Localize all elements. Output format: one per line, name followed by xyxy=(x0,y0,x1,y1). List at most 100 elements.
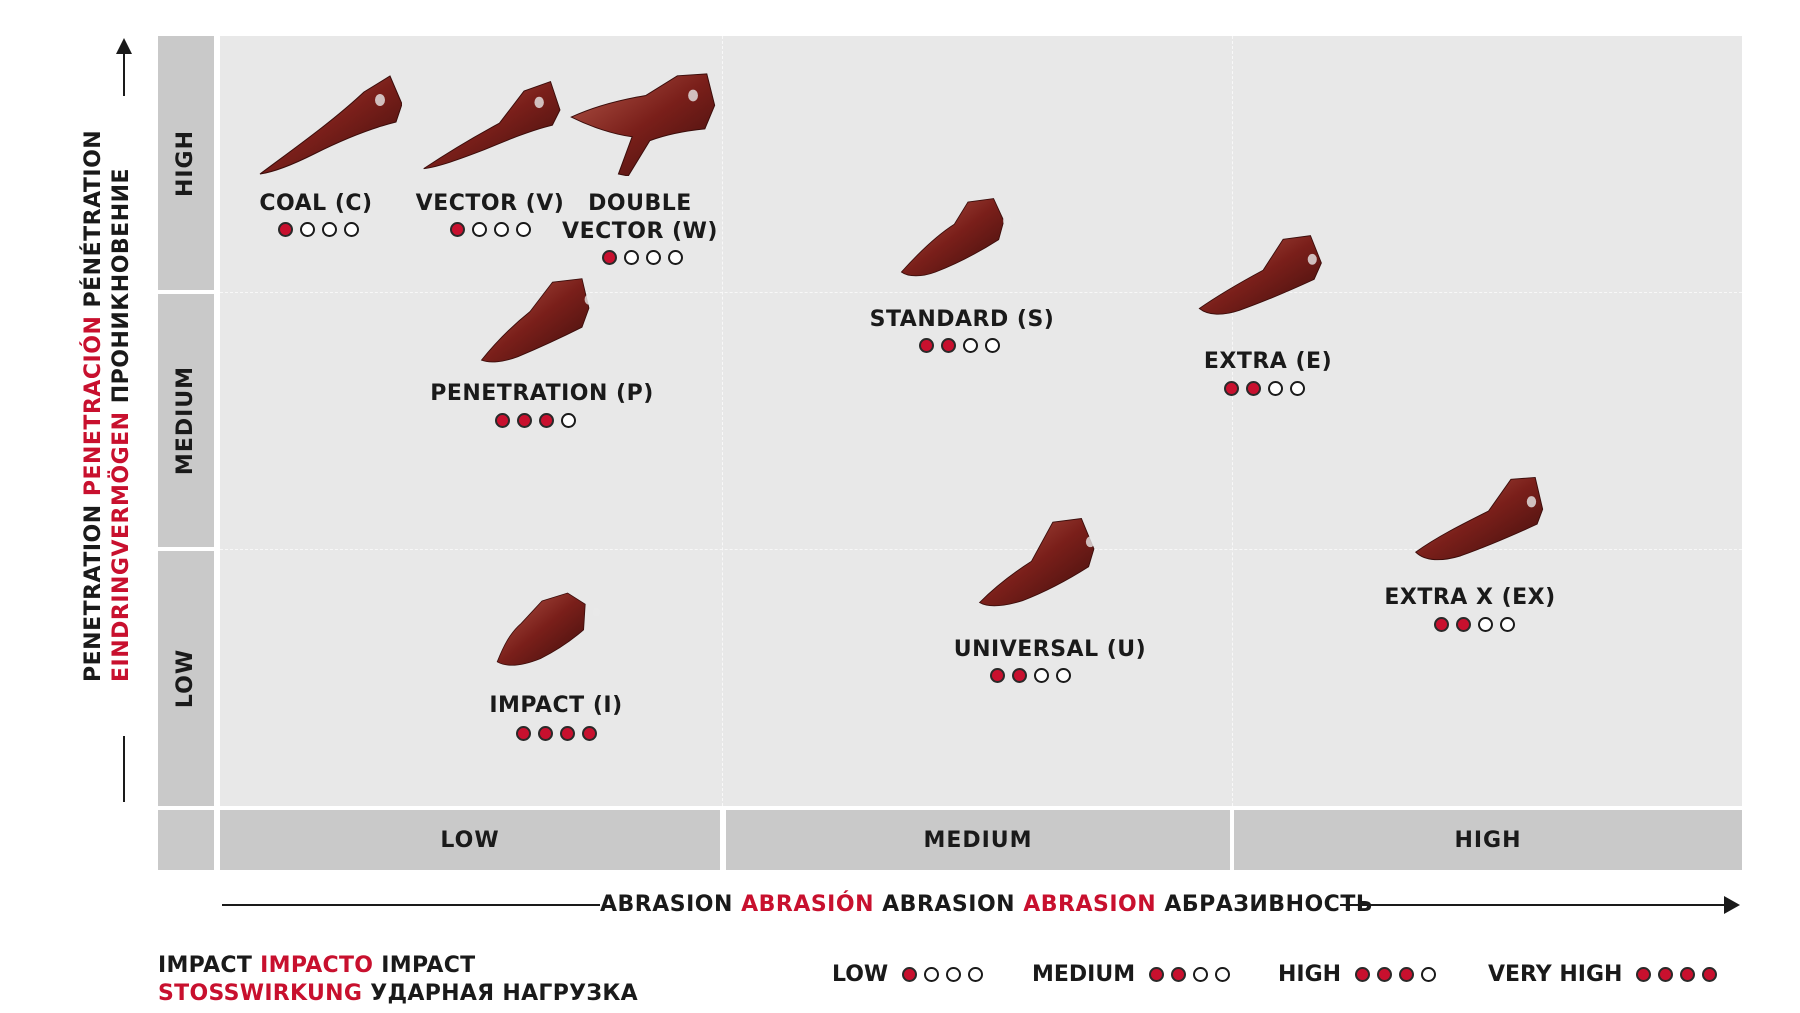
impact-dot-filled xyxy=(517,413,532,428)
impact-dot-empty xyxy=(300,222,315,237)
impact-dot-filled xyxy=(450,222,465,237)
impact-dot-empty xyxy=(968,967,984,982)
tooth-pin-hole xyxy=(592,607,601,617)
label-part: STOSSWIRKUNG xyxy=(158,981,363,1006)
x-tick-label: MEDIUM xyxy=(923,827,1033,853)
impact-rating xyxy=(1224,381,1305,396)
legend-title: IMPACT IMPACTO IMPACT STOSSWIRKUNG УДАРНА… xyxy=(158,952,638,1008)
point-label: EXTRA X (EX) xyxy=(1384,585,1556,610)
legend-dots xyxy=(1636,967,1718,982)
tooth-shape xyxy=(480,278,590,363)
tooth-shape xyxy=(423,80,561,170)
label-part: PENETRATION xyxy=(81,504,106,682)
impact-rating xyxy=(495,413,576,428)
point-label: COAL (C) xyxy=(259,191,373,216)
impact-dot-filled xyxy=(1171,967,1187,982)
impact-dot-filled xyxy=(1149,967,1165,982)
impact-dot-filled xyxy=(495,413,510,428)
tooth-image xyxy=(496,592,601,666)
point-label: IMPACT (I) xyxy=(489,693,623,718)
impact-dot-filled xyxy=(1636,967,1652,982)
y-tick-label: HIGH xyxy=(173,129,199,197)
tooth-shape xyxy=(496,592,586,666)
impact-dot-empty xyxy=(963,338,978,353)
impact-dot-empty xyxy=(1500,617,1515,632)
impact-dot-filled xyxy=(1702,967,1718,982)
label-part: IMPACT xyxy=(381,953,476,978)
label-part: АБРАЗИВНОСТЬ xyxy=(1164,892,1374,917)
tooth-image xyxy=(1198,235,1322,315)
y-tick-label: LOW xyxy=(173,648,199,709)
impact-dot-empty xyxy=(1290,381,1305,396)
impact-dot-filled xyxy=(902,967,918,982)
impact-dot-filled xyxy=(1399,967,1415,982)
tooth-image xyxy=(423,80,561,170)
grid-line-vertical xyxy=(1232,36,1233,806)
tooth-shape xyxy=(900,198,1005,277)
impact-dot-filled xyxy=(1658,967,1674,982)
label-part: ПРОНИКНОВЕНИЕ xyxy=(109,167,134,404)
tooth-pin-hole xyxy=(1307,253,1317,265)
x-axis-arrow xyxy=(222,896,1740,914)
x-axis-title: ABRASION ABRASIÓN ABRASION ABRASION АБРА… xyxy=(600,892,1373,917)
impact-dot-filled xyxy=(919,338,934,353)
impact-dot-empty xyxy=(1421,967,1437,982)
impact-dot-empty xyxy=(1478,617,1493,632)
label-part: ABRASION xyxy=(600,892,733,917)
y-tick-label: MEDIUM xyxy=(173,365,199,476)
legend-item-label: LOW xyxy=(832,962,889,987)
impact-rating xyxy=(602,250,683,265)
label-part: УДАРНАЯ НАГРУЗКА xyxy=(370,981,638,1006)
impact-dot-empty xyxy=(494,222,509,237)
impact-dot-empty xyxy=(668,250,683,265)
impact-dot-filled xyxy=(1680,967,1696,982)
impact-dot-empty xyxy=(344,222,359,237)
tooth-image xyxy=(570,73,716,176)
tooth-image xyxy=(900,198,1012,277)
y-axis-title-line: EINDRINGVERMÖGEN ПРОНИКНОВЕНИЕ xyxy=(108,130,136,682)
label-part: IMPACTO xyxy=(260,953,374,978)
label-part: ABRASIÓN xyxy=(741,892,874,917)
impact-rating xyxy=(278,222,359,237)
legend-dots xyxy=(902,967,984,982)
legend-item: LOW xyxy=(832,962,984,987)
y-axis-title-line: PENETRATION PENETRACIÓN PÉNÉTRATION xyxy=(80,130,108,682)
tooth-shape xyxy=(570,73,716,176)
tooth-shape xyxy=(1198,235,1322,315)
point-label: VECTOR (V) xyxy=(415,191,565,216)
legend-dots xyxy=(1149,967,1231,982)
label-part: ABRASION xyxy=(882,892,1016,917)
impact-rating xyxy=(919,338,1000,353)
legend-dots xyxy=(1355,967,1437,982)
impact-dot-filled xyxy=(1456,617,1471,632)
impact-dot-filled xyxy=(516,726,531,741)
tooth-image xyxy=(978,518,1095,607)
tooth-pin-hole xyxy=(1526,496,1537,508)
legend-item: MEDIUM xyxy=(1032,962,1231,987)
y-axis-arrow xyxy=(116,38,132,802)
x-band-high: HIGH xyxy=(1234,810,1742,870)
point-label: PENETRATION (P) xyxy=(430,381,654,406)
impact-dot-empty xyxy=(472,222,487,237)
impact-rating xyxy=(1434,617,1515,632)
impact-dot-empty xyxy=(946,967,962,982)
impact-dot-filled xyxy=(582,726,597,741)
point-label: UNIVERSAL (U) xyxy=(953,637,1147,662)
impact-dot-filled xyxy=(1377,967,1393,982)
corner-band xyxy=(158,810,214,870)
tooth-image xyxy=(1415,476,1544,561)
tooth-image xyxy=(259,75,402,175)
impact-dot-filled xyxy=(1434,617,1449,632)
impact-dot-empty xyxy=(1034,668,1049,683)
x-tick-label: HIGH xyxy=(1454,827,1522,853)
impact-dot-empty xyxy=(646,250,661,265)
y-band-high: HIGH xyxy=(158,36,214,290)
impact-dot-empty xyxy=(1215,967,1231,982)
legend-item-label: VERY HIGH xyxy=(1488,962,1623,987)
y-axis-title: PENETRATION PENETRACIÓN PÉNÉTRATION EINDR… xyxy=(80,130,136,682)
impact-rating xyxy=(516,726,597,741)
point-label: EXTRA (E) xyxy=(1203,349,1333,374)
legend-item-label: HIGH xyxy=(1278,962,1342,987)
tooth-pin-hole xyxy=(688,89,698,102)
impact-dot-filled xyxy=(1355,967,1371,982)
